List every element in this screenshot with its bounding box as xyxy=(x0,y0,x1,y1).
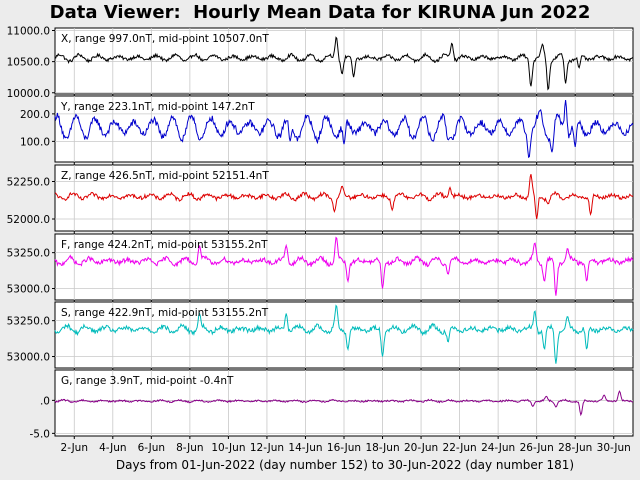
y-tick-label: 53250.0 xyxy=(7,316,50,328)
panel-x: 10000.0 10500.0 11000.0 X, range 997.0nT, m… xyxy=(7,25,634,100)
panel-label: Y, range 223.1nT, mid-point 147.2nT xyxy=(60,101,255,113)
x-tick-label: 16-Jun xyxy=(327,442,361,454)
panel-g: -5.0 .0 G, range 3.9nT, mid-point -0.4nT xyxy=(30,369,634,440)
x-tick-label: 30-Jun xyxy=(597,442,631,454)
x-tick-label: 4-Jun xyxy=(99,442,126,454)
x-tick-label: 18-Jun xyxy=(365,442,399,454)
series-line-f xyxy=(54,236,634,296)
x-tick-label: 10-Jun xyxy=(211,442,245,454)
x-axis-label: Days from 01-Jun-2022 (day number 152) t… xyxy=(115,458,575,472)
y-tick-label: 10500.0 xyxy=(7,57,50,69)
y-tick-label: 53250.0 xyxy=(7,248,50,260)
panel-s: 53000.0 53250.0 S, range 422.9nT, mid-poin… xyxy=(7,301,634,371)
y-tick-label: 10000.0 xyxy=(7,88,50,100)
panel-z: 52000.0 52250.0 Z, range 426.5nT, mid-poin… xyxy=(7,164,634,234)
panel-label: S, range 422.9nT, mid-point 53155.2nT xyxy=(61,307,269,319)
y-tick-label: .0 xyxy=(40,395,50,407)
x-tick-label: 20-Jun xyxy=(404,442,438,454)
series-line-s xyxy=(54,304,634,364)
panel-label: X, range 997.0nT, mid-point 10507.0nT xyxy=(61,33,269,45)
series-line-g xyxy=(54,390,633,417)
y-tick-label: 53000.0 xyxy=(7,284,50,296)
x-tick-label: 8-Jun xyxy=(176,442,203,454)
panel-f: 53000.0 53250.0 F, range 424.2nT, mid-poin… xyxy=(7,233,634,303)
series-line-z xyxy=(54,174,634,220)
panel-label: G, range 3.9nT, mid-point -0.4nT xyxy=(61,375,234,387)
y-tick-label: 100.0 xyxy=(20,136,50,148)
panel-y: 100.0 200.0 Y, range 223.1nT, mid-point 14… xyxy=(20,95,634,165)
x-tick-label: 2-Jun xyxy=(61,442,88,454)
x-tick-label: 28-Jun xyxy=(558,442,592,454)
x-tick-label: 26-Jun xyxy=(520,442,554,454)
chart-title: Data Viewer: Hourly Mean Data for KIRUNA… xyxy=(49,2,591,23)
series-line-x xyxy=(54,36,634,91)
y-tick-label: 53000.0 xyxy=(7,352,50,364)
x-tick-label: 22-Jun xyxy=(443,442,477,454)
x-tick-label: 24-Jun xyxy=(481,442,515,454)
y-tick-label: 52250.0 xyxy=(7,177,50,189)
y-tick-label: 200.0 xyxy=(20,109,50,121)
x-tick-label: 6-Jun xyxy=(138,442,165,454)
x-tick-label: 14-Jun xyxy=(288,442,322,454)
panel-label: F, range 424.2nT, mid-point 53155.2nT xyxy=(61,239,268,251)
x-tick-label: 12-Jun xyxy=(250,442,284,454)
y-tick-label: -5.0 xyxy=(30,428,51,440)
y-tick-label: 11000.0 xyxy=(7,25,50,37)
series-line-y xyxy=(54,100,634,159)
y-tick-label: 52000.0 xyxy=(7,214,50,226)
panel-label: Z, range 426.5nT, mid-point 52151.4nT xyxy=(61,170,269,182)
